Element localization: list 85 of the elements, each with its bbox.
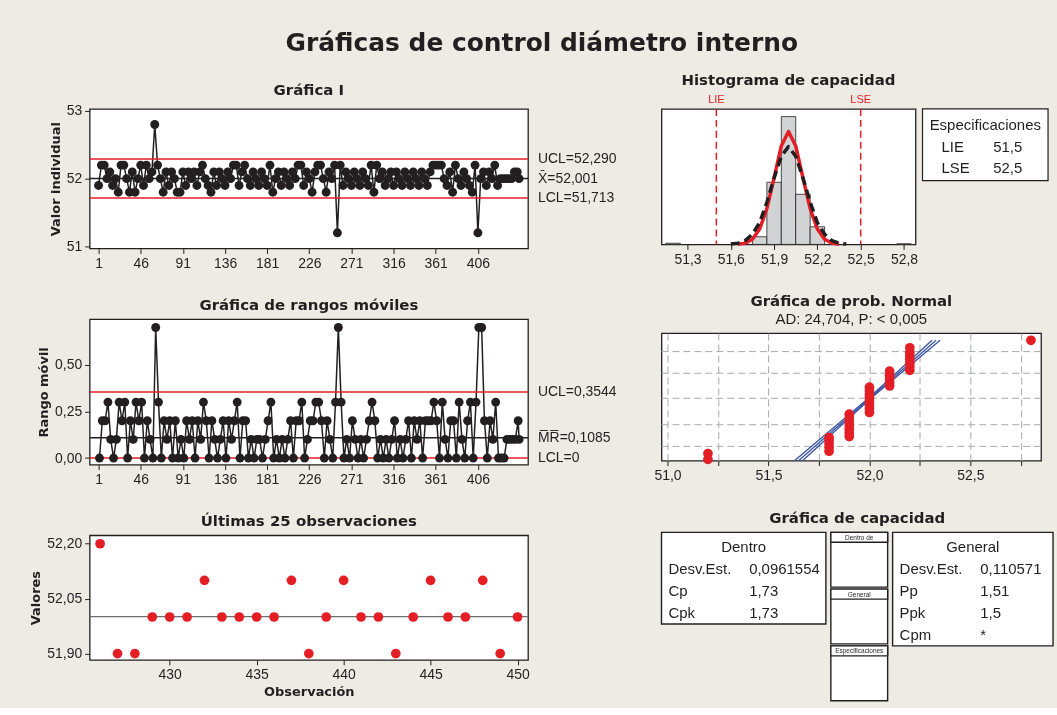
chart-title: Gráfica de prob. Normal <box>750 292 953 311</box>
x-tick-label: 271 <box>340 471 364 488</box>
x-tick-label: 51,3 <box>674 250 702 267</box>
y-tick-label: 52,20 <box>47 535 83 552</box>
text: Dentro <box>721 538 767 556</box>
chart-subtitle: AD: 24,704, P: < 0,005 <box>775 310 928 328</box>
text: LIE <box>941 137 964 155</box>
text: LSE <box>941 158 970 176</box>
x-tick-label: 52,0 <box>856 467 884 484</box>
text: 1,73 <box>749 582 779 600</box>
chart-title: Gráfica de rangos móviles <box>199 296 419 315</box>
y-tick-label: 52,05 <box>47 590 83 607</box>
x-tick-label: 136 <box>213 254 238 271</box>
y-tick-label: 51,90 <box>47 645 83 662</box>
text: 1,5 <box>980 604 1002 621</box>
ref-line-label: LCL=0 <box>537 449 580 466</box>
ref-line-label: LSE <box>850 92 872 105</box>
x-tick-label: 316 <box>382 471 406 488</box>
text: Ppk <box>899 604 926 621</box>
text: 1,51 <box>980 582 1010 600</box>
text: General <box>946 538 1000 556</box>
x-tick-label: 51,9 <box>761 250 789 267</box>
ref-line-label: LIE <box>708 92 725 105</box>
x-tick-label: 52,2 <box>804 250 832 267</box>
ref-line-label: X̄=52,001 <box>537 169 599 186</box>
x-tick-label: 51,5 <box>755 467 783 484</box>
y-axis-title: Rango móvil <box>36 347 52 438</box>
x-tick-label: 435 <box>245 666 270 683</box>
ref-line-label: UCL=0,3544 <box>537 382 617 399</box>
x-tick-label: 445 <box>419 666 443 683</box>
y-axis-title: Valores <box>28 570 44 626</box>
text: 0,110571 <box>980 560 1042 578</box>
text: * <box>980 625 987 643</box>
x-tick-label: 52,5 <box>847 250 875 267</box>
text: Gráficas de control diámetro interno <box>285 28 798 58</box>
text: Cpm <box>899 625 932 643</box>
x-tick-label: 46 <box>133 254 150 271</box>
x-tick-label: 181 <box>256 254 280 271</box>
text: 1,73 <box>749 604 779 621</box>
x-tick-label: 361 <box>424 254 449 271</box>
y-tick-label: 0,00 <box>55 449 83 466</box>
x-axis-title: Observación <box>264 684 355 700</box>
x-tick-label: 440 <box>332 666 356 683</box>
x-tick-label: 51,0 <box>654 467 682 484</box>
text: 52,5 <box>993 158 1023 176</box>
y-tick-label: 51 <box>66 237 83 254</box>
x-tick-label: 91 <box>175 471 192 488</box>
x-tick-label: 271 <box>340 254 364 271</box>
text: Desv.Est. <box>899 560 963 578</box>
y-tick-label: 52 <box>66 170 83 187</box>
y-tick-label: 53 <box>66 102 83 119</box>
x-tick-label: 1 <box>95 471 104 488</box>
x-tick-label: 136 <box>213 471 238 488</box>
text: Cp <box>668 582 688 600</box>
ref-line-label: LCL=51,713 <box>537 189 615 206</box>
text: Pp <box>899 582 918 600</box>
text: Desv.Est. <box>668 560 732 578</box>
x-tick-label: 91 <box>175 254 192 271</box>
x-tick-label: 361 <box>424 471 449 488</box>
x-tick-label: 406 <box>466 254 491 271</box>
y-tick-label: 0,25 <box>55 402 83 419</box>
chart-title: Gráfica I <box>273 81 345 100</box>
x-tick-label: 430 <box>158 666 183 683</box>
x-tick-label: 1 <box>95 254 104 271</box>
chart-title: Últimas 25 observaciones <box>200 512 418 531</box>
text: Gráfica de capacidad <box>769 508 946 527</box>
y-axis-title: Valor individual <box>47 122 63 237</box>
x-tick-label: 51,6 <box>717 250 746 267</box>
y-tick-label: 0,50 <box>55 356 83 373</box>
text: Cpk <box>668 604 696 621</box>
text: 0,0961554 <box>749 560 820 578</box>
chart-title: Histograma de capacidad <box>681 71 896 90</box>
x-tick-label: 181 <box>256 471 280 488</box>
x-tick-label: 316 <box>382 254 406 271</box>
x-tick-label: 46 <box>133 471 150 488</box>
text: 51,5 <box>993 137 1023 155</box>
ref-line-label: M̅R̅=0,1085 <box>537 428 611 445</box>
x-tick-label: 406 <box>466 471 491 488</box>
x-tick-label: 226 <box>298 471 322 488</box>
x-tick-label: 52,5 <box>957 467 985 484</box>
x-tick-label: 52,8 <box>890 250 919 267</box>
ref-line-label: UCL=52,290 <box>537 150 617 167</box>
text: Especificaciones <box>929 115 1041 133</box>
x-tick-label: 226 <box>298 254 322 271</box>
x-tick-label: 450 <box>506 666 530 683</box>
